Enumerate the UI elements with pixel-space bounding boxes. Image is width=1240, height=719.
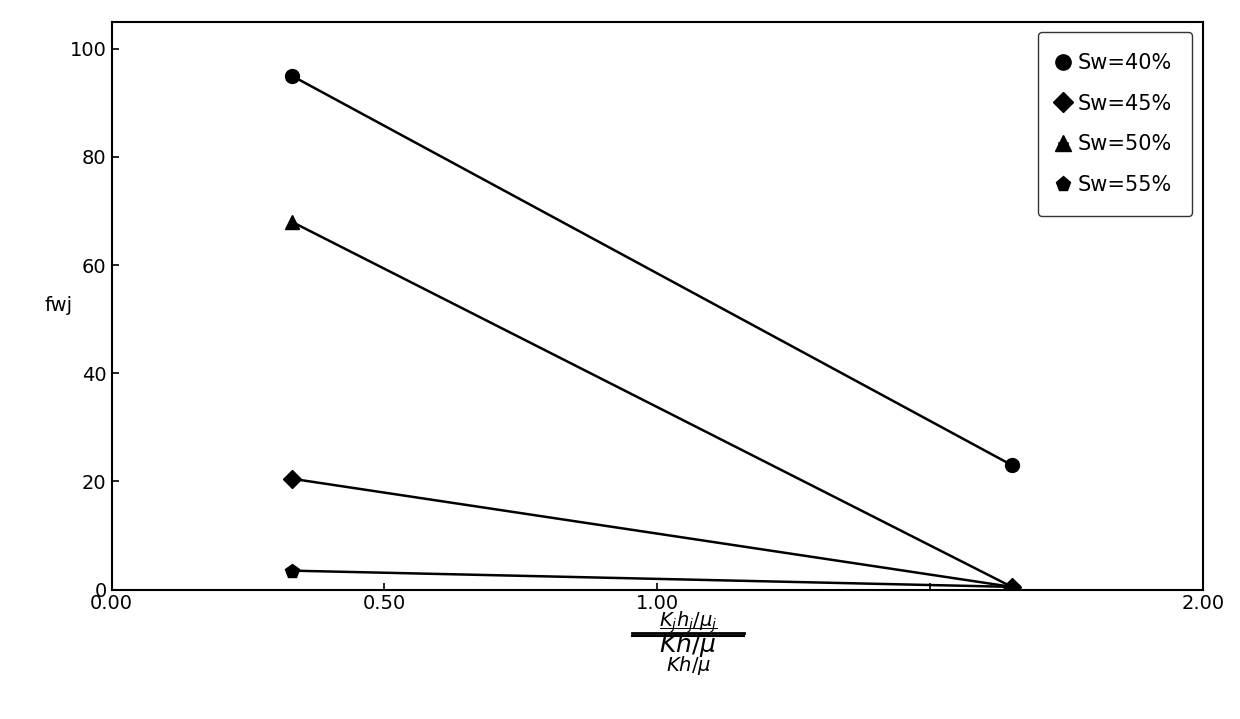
Line: Sw=50%: Sw=50% xyxy=(285,215,1019,594)
Legend: Sw=40%, Sw=45%, Sw=50%, Sw=55%: Sw=40%, Sw=45%, Sw=50%, Sw=55% xyxy=(1038,32,1193,216)
Text: $K_jh_j/\mu_j$: $K_jh_j/\mu_j$ xyxy=(658,609,718,635)
Sw=50% xyxy=(1004,582,1019,591)
Sw=55% xyxy=(1004,582,1019,591)
Sw=40% xyxy=(284,71,299,80)
Y-axis label: fwj: fwj xyxy=(45,296,73,315)
Sw=45% xyxy=(284,475,299,483)
Line: Sw=55%: Sw=55% xyxy=(285,564,1019,594)
Sw=40% xyxy=(1004,461,1019,470)
Sw=50% xyxy=(284,217,299,226)
Line: Sw=45%: Sw=45% xyxy=(285,472,1018,593)
Sw=45% xyxy=(1004,582,1019,591)
Text: $\overline{Kh/\mu}$: $\overline{Kh/\mu}$ xyxy=(658,625,718,659)
Sw=55% xyxy=(284,567,299,575)
Text: $Kh/\mu$: $Kh/\mu$ xyxy=(666,654,711,677)
Line: Sw=40%: Sw=40% xyxy=(285,69,1019,472)
